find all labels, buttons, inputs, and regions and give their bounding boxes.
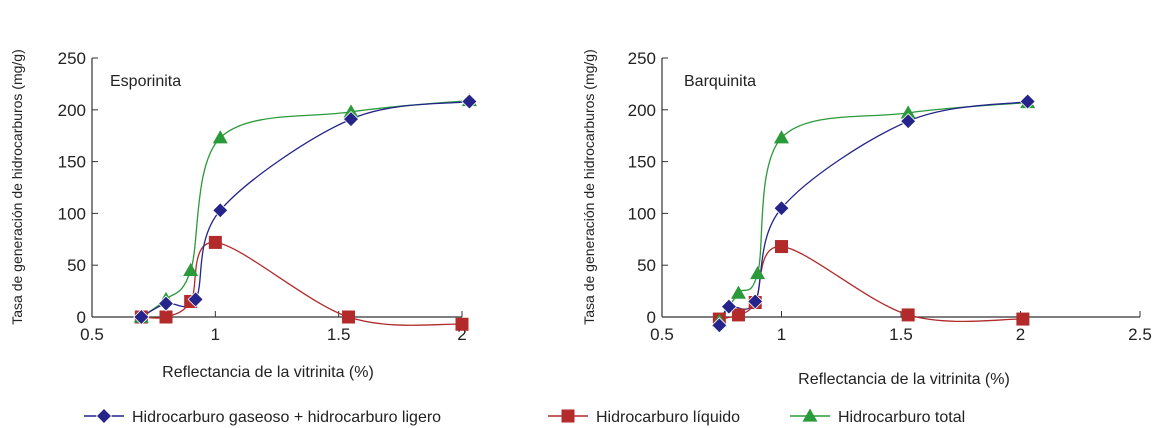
- series-line-triangle: [140, 99, 470, 318]
- y-tick-label: 50: [637, 256, 656, 275]
- panel-barquinita: 0 50 100 150 200 250 0.5 1 1.5 2 2.5 Reflectancia d…: [581, 49, 1152, 388]
- legend-label: Hidrocarburo total: [838, 409, 965, 426]
- y-tick-label: 100: [628, 204, 656, 223]
- x-tick-label: 0.5: [80, 325, 104, 344]
- y-tick-label: 200: [58, 101, 86, 120]
- data-point-diamond: [1019, 93, 1036, 110]
- y-tick-label: 150: [58, 153, 86, 172]
- data-point-diamond: [461, 93, 478, 110]
- data-point-square: [901, 308, 915, 322]
- data-point-diamond: [773, 200, 790, 217]
- data-point-triangle: [212, 130, 228, 144]
- x-tick-label: 2: [1016, 325, 1025, 344]
- data-point-square: [775, 240, 788, 254]
- y-axis-title: Tasa de generación de hidrocarburos (mg/…: [581, 49, 597, 325]
- data-point-triangle: [774, 130, 789, 144]
- legend-label: Hidrocarburo líquido: [596, 409, 740, 426]
- data-point-diamond: [747, 293, 764, 310]
- data-point-diamond: [133, 308, 150, 326]
- y-tick-label: 50: [67, 256, 86, 275]
- data-point-diamond: [342, 111, 360, 128]
- legend-marker-triangle: [802, 408, 818, 422]
- panel-label: Esporinita: [110, 73, 181, 90]
- data-point-square: [455, 317, 469, 331]
- data-point-diamond: [157, 295, 175, 312]
- series-line-square: [719, 245, 1023, 323]
- series-line-diamond: [141, 100, 470, 318]
- x-tick-label: 1.5: [889, 325, 913, 344]
- legend-item: Hidrocarburo total: [790, 408, 965, 426]
- data-point-triangle: [730, 285, 746, 299]
- data-point-diamond: [720, 298, 737, 315]
- x-axis-title: Reflectancia de la vitrinita (%): [162, 364, 374, 381]
- data-point-diamond: [711, 317, 728, 334]
- y-tick-label: 250: [58, 49, 86, 68]
- data-point-square: [342, 310, 356, 324]
- legend-marker-square: [561, 409, 575, 423]
- series-line-diamond: [718, 100, 1028, 326]
- legend-label: Hidrocarburo gaseoso + hidrocarburo lige…: [132, 409, 441, 426]
- y-tick-label: 150: [628, 153, 656, 172]
- y-tick-label: 0: [77, 308, 86, 327]
- panel-label: Barquinita: [684, 73, 756, 90]
- x-tick-label: 0.5: [650, 325, 674, 344]
- x-axis-title: Reflectancia de la vitrinita (%): [798, 371, 1010, 388]
- panel-esporinita: 0 50 100 150 200 250 0.5 1 1.5 2 Reflectancia de l…: [9, 49, 478, 381]
- legend-marker-diamond: [95, 407, 113, 425]
- data-point-diamond: [187, 291, 204, 308]
- y-tick-label: 100: [58, 204, 86, 223]
- data-point-square: [159, 310, 173, 324]
- data-point-diamond: [212, 202, 229, 219]
- x-tick-label: 1: [777, 325, 786, 344]
- data-point-square: [731, 308, 745, 322]
- data-point-triangle: [343, 104, 359, 118]
- data-point-triangle: [900, 105, 916, 119]
- x-tick-label: 1.5: [327, 325, 351, 344]
- series-line-triangle: [718, 101, 1028, 322]
- data-point-square: [208, 235, 222, 249]
- y-tick-label: 200: [628, 101, 656, 120]
- y-tick-label: 0: [647, 308, 656, 327]
- legend-item: Hidrocarburo líquido: [548, 409, 740, 426]
- data-point-triangle: [183, 262, 199, 277]
- y-axis-title: Tasa de generación de hidrocarburos (mg/…: [9, 49, 25, 325]
- x-tick-label: 2.5: [1128, 325, 1152, 344]
- series-line-square: [141, 241, 463, 326]
- y-tick-label: 250: [628, 49, 656, 68]
- x-tick-label: 1: [211, 325, 220, 344]
- data-point-square: [1016, 312, 1030, 326]
- data-point-diamond: [900, 113, 917, 130]
- data-point-triangle: [750, 265, 766, 280]
- legend-item: Hidrocarburo gaseoso + hidrocarburo lige…: [84, 407, 441, 426]
- x-tick-label: 2: [457, 325, 466, 344]
- legend: Hidrocarburo gaseoso + hidrocarburo lige…: [84, 407, 965, 426]
